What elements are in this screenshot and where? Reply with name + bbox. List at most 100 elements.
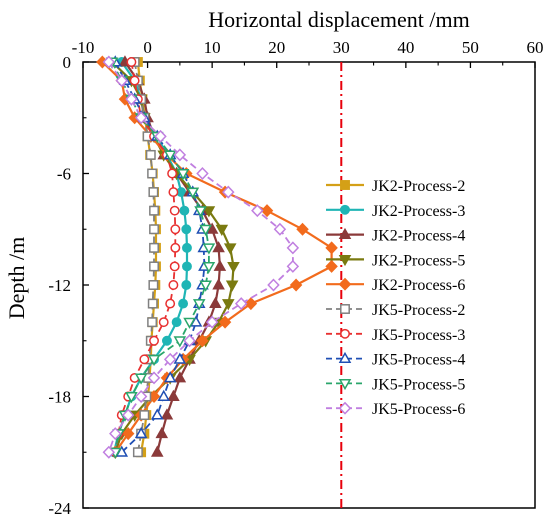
y-tick-label: -24: [48, 499, 71, 518]
data-point: [134, 111, 148, 125]
data-point: [182, 242, 192, 253]
legend-item: JK2-Process-4: [326, 228, 465, 245]
data-point: [148, 187, 159, 198]
data-point: [139, 354, 150, 365]
data-point: [202, 243, 216, 255]
legend-marker: [338, 227, 352, 240]
legend-marker: [338, 254, 352, 267]
data-point: [163, 352, 177, 366]
legend-marker: [338, 351, 352, 364]
data-point: [212, 278, 225, 290]
data-point: [147, 371, 161, 385]
data-point: [161, 335, 172, 346]
legend-marker: [338, 277, 352, 291]
data-point: [170, 224, 181, 235]
data-point: [181, 224, 192, 235]
legend-item: JK2-Process-6: [326, 277, 465, 294]
data-point: [125, 392, 138, 404]
data-point: [234, 297, 248, 311]
x-tick-label: 50: [462, 38, 479, 57]
data-point: [186, 187, 200, 199]
data-point: [296, 222, 309, 236]
series-line: [101, 61, 333, 453]
y-tick-label: -6: [57, 165, 71, 184]
data-point: [168, 187, 179, 198]
legend-marker: [340, 180, 350, 190]
data-point: [181, 280, 192, 290]
legend-label: JK2-Process-4: [372, 228, 465, 245]
data-point: [168, 280, 179, 290]
data-point: [149, 335, 159, 346]
data-point: [134, 373, 148, 385]
data-point: [222, 299, 235, 311]
data-point: [149, 261, 159, 272]
data-point: [223, 243, 237, 255]
legend-label: JK5-Process-2: [372, 302, 465, 319]
data-point: [132, 447, 143, 458]
data-point: [102, 445, 116, 459]
data-point: [157, 389, 170, 401]
data-point: [215, 224, 229, 236]
series-line: [111, 61, 210, 453]
series-line: [107, 61, 294, 453]
series-line: [133, 61, 155, 453]
data-point: [192, 299, 206, 311]
series-line: [114, 61, 206, 453]
data-point: [150, 408, 164, 420]
series-jk5-process-6: [102, 55, 300, 459]
data-point: [148, 280, 159, 290]
data-point: [121, 427, 135, 441]
y-tick-label: -18: [48, 388, 71, 407]
data-point: [222, 185, 235, 199]
data-point: [183, 334, 196, 348]
data-point: [176, 169, 190, 181]
data-point: [212, 241, 225, 253]
data-point: [167, 389, 180, 401]
data-point: [155, 426, 169, 439]
series-line: [114, 61, 177, 453]
data-point: [102, 55, 116, 69]
data-point: [325, 241, 338, 255]
data-point: [173, 352, 187, 364]
data-point: [145, 149, 156, 160]
legend-marker: [340, 304, 350, 314]
data-point: [149, 224, 159, 235]
data-point: [260, 204, 274, 218]
x-axis-title: Horizontal displacement /mm: [208, 7, 470, 32]
data-point: [218, 315, 232, 329]
data-point: [165, 298, 176, 309]
data-point: [251, 204, 264, 218]
data-point: [169, 261, 180, 272]
legend-item: JK5-Process-6: [326, 401, 465, 418]
data-point: [139, 410, 150, 421]
data-point: [273, 222, 287, 236]
data-point: [205, 315, 219, 329]
data-point: [147, 354, 161, 367]
data-point: [183, 317, 196, 329]
legend-marker: [340, 328, 350, 339]
legend-label: JK5-Process-6: [372, 401, 465, 418]
legend-label: JK2-Process-2: [372, 178, 465, 195]
data-point: [325, 259, 338, 273]
legend: JK2-Process-2 JK2-Process-3 JK2-Process-4 J…: [326, 178, 465, 418]
data-point: [178, 298, 189, 309]
data-point: [121, 408, 135, 422]
legend-item: JK2-Process-5: [326, 252, 465, 269]
data-point: [150, 445, 164, 457]
data-point: [267, 278, 280, 292]
data-point: [170, 242, 181, 253]
legend-item: JK5-Process-2: [326, 302, 465, 319]
legend-label: JK5-Process-4: [372, 352, 465, 369]
data-point: [147, 298, 158, 309]
data-point: [126, 57, 137, 67]
data-point: [171, 317, 182, 328]
data-point: [169, 205, 180, 216]
data-point: [286, 259, 300, 273]
data-point: [209, 296, 222, 309]
legend-marker: [338, 401, 352, 415]
data-point: [129, 75, 140, 86]
x-tick-label: 10: [204, 38, 221, 57]
x-tick-label: 30: [333, 38, 350, 57]
